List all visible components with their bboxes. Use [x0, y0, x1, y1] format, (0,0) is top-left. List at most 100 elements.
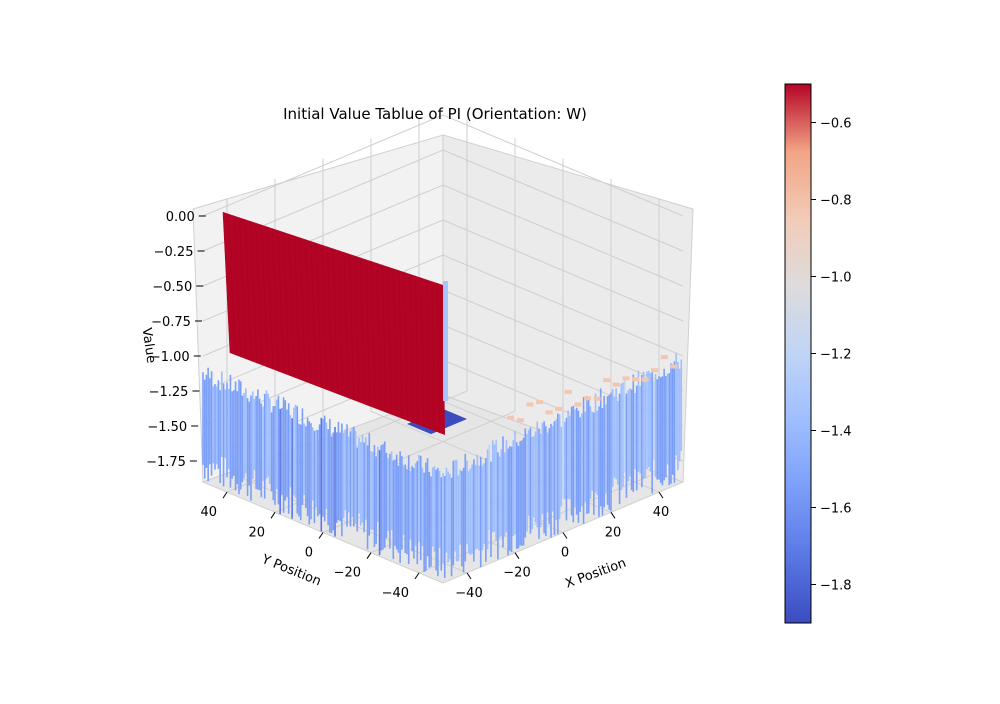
wall-line	[261, 224, 268, 368]
y-tick-mark	[270, 512, 276, 519]
surface-wall	[223, 212, 445, 435]
colorbar-tick-label: −1.4	[820, 425, 852, 440]
edge-highlight	[516, 418, 524, 423]
wall-line	[431, 281, 435, 431]
edge-highlight	[612, 382, 620, 387]
colorbar-tick-label: −1.0	[820, 271, 852, 286]
y-tick-mark	[366, 552, 372, 559]
edge-highlight	[555, 406, 563, 411]
x-tick-label: −40	[455, 586, 482, 601]
y-tick-label: −20	[334, 566, 361, 581]
y-tick-mark	[318, 532, 324, 539]
wall-line	[277, 230, 285, 374]
wall-line	[310, 241, 317, 386]
x-tick-mark	[514, 552, 520, 559]
z-axis-label: Value	[139, 327, 159, 364]
wall-line	[255, 222, 263, 366]
edge-highlight	[584, 396, 591, 401]
wall-line	[349, 253, 354, 401]
wall-line	[233, 215, 242, 358]
wall-line	[294, 235, 301, 380]
colorbar-tick-label: −1.2	[820, 348, 852, 363]
colorbar: −0.6 −0.8 −1.0 −1.2 −1.4 −1.6 −1.8	[784, 83, 852, 624]
x-tick-mark	[562, 532, 568, 539]
back-grid-z	[202, 149, 684, 252]
wall-line	[404, 272, 408, 421]
colorbar-gradient	[784, 83, 812, 624]
x-tick-label: 20	[605, 525, 622, 540]
y-tick-mark	[414, 572, 420, 580]
edge-highlight	[622, 376, 630, 381]
y-tick-label: −40	[382, 586, 409, 601]
z-tick-label: −0.25	[154, 245, 194, 260]
surface-edge	[443, 281, 448, 401]
edge-highlight	[603, 378, 611, 383]
wall-line	[316, 243, 322, 388]
wall-line	[365, 259, 371, 407]
y-tick-mark	[222, 491, 228, 499]
edge-highlight	[536, 400, 543, 405]
wall-line	[393, 268, 397, 417]
surface	[202, 211, 683, 578]
colorbar-tick-label: −0.8	[820, 194, 852, 209]
wall-line	[321, 244, 328, 390]
y-tick-label: 0	[305, 546, 313, 561]
z-tick-label: −0.75	[151, 315, 191, 330]
axes: 0.00 −0.25 −0.50 −0.75 −1.00 −1.25 −1.50 −1.75 −…	[146, 210, 669, 601]
z-tick-label: −1.75	[146, 455, 186, 470]
back-grid-z	[202, 114, 684, 217]
colorbar-tick-label: −0.6	[820, 117, 852, 132]
x-tick-label: −20	[503, 566, 530, 581]
wall-line	[272, 228, 279, 372]
wall-line	[332, 248, 338, 395]
wall-line	[415, 275, 419, 425]
y-axis-label: Y Position	[259, 552, 324, 590]
wall-line	[299, 237, 306, 382]
edge-highlight	[670, 364, 678, 369]
colorbar-tick-label: −1.6	[820, 502, 852, 517]
wall-line	[371, 261, 376, 409]
wall-line	[398, 270, 403, 419]
chart-title: Initial Value Tablue of PI (Orientation:…	[283, 105, 587, 123]
y-tick-label: 20	[248, 525, 265, 540]
x-tick-mark	[658, 491, 664, 499]
edge-highlight	[632, 377, 639, 382]
edge-highlight	[507, 415, 515, 420]
wall-line	[360, 257, 365, 405]
wall-line	[283, 232, 290, 376]
z-tick-label: −1.25	[149, 385, 189, 400]
colorbar-tick-label: −1.8	[820, 579, 852, 594]
wall-line	[343, 252, 349, 399]
z-tick-label: −0.50	[152, 280, 192, 295]
wall-line	[250, 221, 258, 364]
wall-line	[338, 250, 344, 397]
wall-line	[239, 217, 247, 360]
wall-line	[420, 277, 424, 427]
x-axis-label: X Position	[563, 556, 628, 592]
wall-line	[288, 233, 295, 378]
wall-line	[437, 283, 440, 433]
edge-highlight	[651, 368, 659, 373]
x-tick-mark	[466, 572, 472, 580]
edge-highlight	[545, 410, 553, 415]
wall-line	[305, 239, 311, 384]
wall-line	[244, 219, 252, 362]
wall-line	[376, 263, 381, 411]
edge-highlight	[564, 389, 572, 394]
edge-highlight	[574, 402, 582, 407]
wall-line	[327, 246, 333, 392]
x-tick-label: 0	[561, 546, 569, 561]
wall-line	[426, 279, 430, 429]
wall-line	[409, 274, 414, 423]
x-tick-mark	[610, 512, 616, 519]
edge-highlight	[660, 355, 668, 360]
y-tick-label: 40	[200, 505, 217, 520]
x-tick-label: 40	[653, 505, 670, 520]
wall-line	[354, 255, 360, 403]
z-tick-label: −1.00	[150, 350, 190, 365]
edge-highlight	[641, 377, 649, 382]
wall-line	[387, 266, 392, 415]
edge-highlight	[593, 396, 601, 401]
z-tick-label: 0.00	[166, 210, 195, 225]
colorbar-ticks: −0.6 −0.8 −1.0 −1.2 −1.4 −1.6 −1.8	[811, 117, 852, 594]
